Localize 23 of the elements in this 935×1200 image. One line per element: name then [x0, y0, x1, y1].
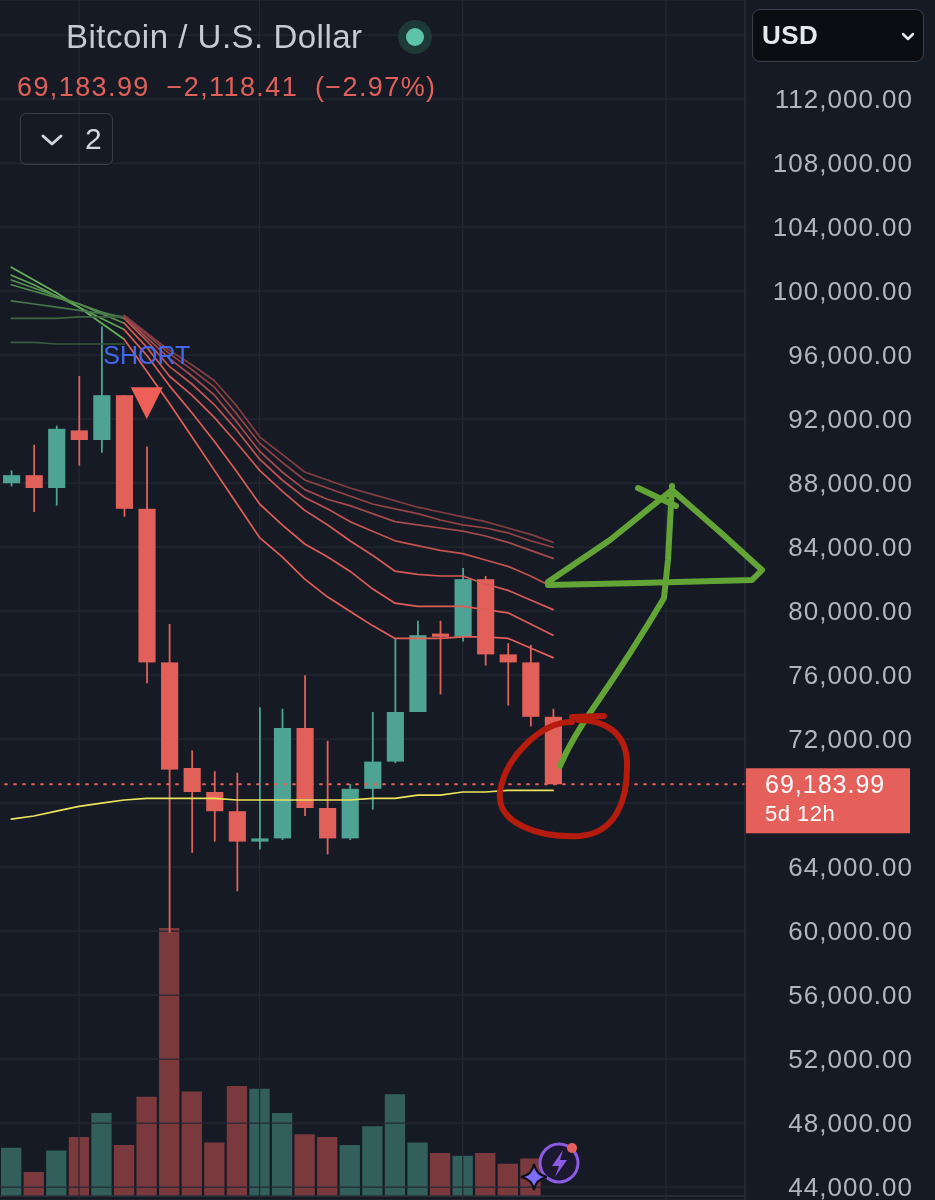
y-tick-label: 96,000.00	[788, 340, 913, 371]
y-tick-label: 72,000.00	[788, 724, 913, 755]
annotation: 2	[85, 122, 102, 155]
y-tick-label: 44,000.00	[788, 1172, 913, 1200]
ref-line-label: 69,183.99 5d 12h	[765, 770, 886, 826]
dropdown-button: 2	[20, 113, 113, 165]
y-tick-label: 64,000.00	[788, 852, 913, 883]
text: Bitcoin / U.S. Dollar	[66, 18, 363, 55]
y-tick-label: 60,000.00	[788, 916, 913, 947]
y-tick-label: 52,000.00	[788, 1044, 913, 1075]
y-tick-label: 84,000.00	[788, 532, 913, 563]
y-tick-label: 92,000.00	[788, 404, 913, 435]
y-tick-label: 104,000.00	[772, 212, 913, 243]
y-tick-label: 76,000.00	[788, 660, 913, 691]
y-tick-label: 112,000.00	[774, 84, 913, 115]
y-tick-label: 56,000.00	[788, 980, 913, 1011]
text: 69,183.99 −2,118.41 (−2.97%)	[17, 72, 437, 102]
y-tick-label: 80,000.00	[788, 596, 913, 627]
y-tick-label: 48,000.00	[788, 1108, 913, 1139]
y-tick-label: 100,000.00	[772, 276, 913, 307]
y-tick-label: 88,000.00	[788, 468, 913, 499]
y-tick-label: 108,000.00	[772, 148, 913, 179]
currency-dropdown: USD	[752, 9, 924, 62]
